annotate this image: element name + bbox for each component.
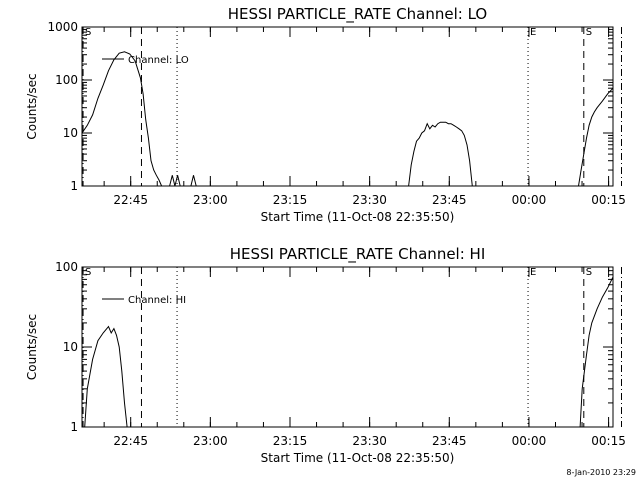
series-line xyxy=(190,175,197,186)
x-tick-label: 00:15 xyxy=(591,434,626,448)
x-tick-label: 22:45 xyxy=(113,434,148,448)
x-tick-label: 00:00 xyxy=(512,434,547,448)
event-marker-label: S xyxy=(586,27,592,38)
y-tick-label: 100 xyxy=(55,260,78,274)
legend-label: Channel: HI xyxy=(128,295,186,306)
x-axis-label: Start Time (11-Oct-08 22:35:50) xyxy=(261,451,455,465)
event-marker-label: S xyxy=(586,267,592,278)
y-axis-label: Counts/sec xyxy=(25,73,39,139)
y-tick-label: 100 xyxy=(55,73,78,87)
series-line xyxy=(578,87,613,186)
y-axis-label: Counts/sec xyxy=(25,314,39,380)
series-line xyxy=(408,121,473,186)
x-tick-label: 00:00 xyxy=(512,193,547,207)
series-line xyxy=(82,51,163,186)
x-tick-label: 23:15 xyxy=(273,193,308,207)
series-line xyxy=(169,175,181,186)
x-tick-label: 23:45 xyxy=(432,434,467,448)
y-tick-label: 10 xyxy=(63,126,78,140)
x-tick-label: 23:45 xyxy=(432,193,467,207)
x-tick-label: 22:45 xyxy=(113,193,148,207)
x-tick-label: 00:15 xyxy=(591,193,626,207)
footer-date: 8-Jan-2010 23:29 xyxy=(566,468,636,477)
plot-frame-0 xyxy=(81,26,614,187)
y-tick-label: 1 xyxy=(70,179,78,193)
x-tick-label: 23:00 xyxy=(193,434,228,448)
legend-label: Channel: LO xyxy=(128,55,189,66)
x-tick-label: 23:00 xyxy=(193,193,228,207)
event-marker-label: S xyxy=(85,267,91,278)
event-marker-label: E xyxy=(530,27,536,38)
event-marker-label: S xyxy=(85,27,91,38)
x-tick-label: 23:30 xyxy=(352,434,387,448)
y-tick-label: 1 xyxy=(70,420,78,434)
series-line xyxy=(84,325,128,427)
series-line xyxy=(579,276,613,427)
chart-title: HESSI PARTICLE_RATE Channel: HI xyxy=(230,245,486,264)
y-tick-label: 1000 xyxy=(47,20,78,34)
chart-title: HESSI PARTICLE_RATE Channel: LO xyxy=(228,5,487,24)
x-tick-label: 23:30 xyxy=(352,193,387,207)
x-axis-label: Start Time (11-Oct-08 22:35:50) xyxy=(261,210,455,224)
y-tick-label: 10 xyxy=(63,340,78,354)
event-marker-label: E xyxy=(530,267,536,278)
plot-frame-1 xyxy=(81,266,614,428)
x-tick-label: 23:15 xyxy=(273,434,308,448)
